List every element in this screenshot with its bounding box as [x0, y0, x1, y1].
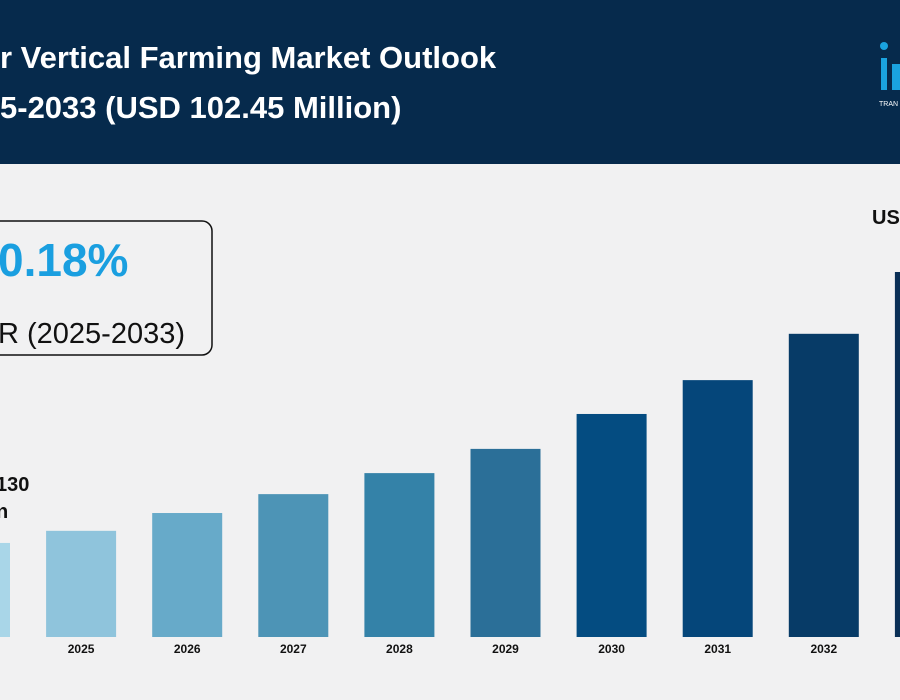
- cagr-value: 0.18%: [0, 234, 128, 286]
- x-tick-label: 2030: [598, 642, 625, 656]
- bar: [576, 413, 647, 637]
- logo-mark: [892, 64, 900, 90]
- bar: [46, 530, 117, 637]
- bar: [258, 494, 329, 637]
- logo-dot: [880, 42, 888, 50]
- bar: [470, 448, 541, 637]
- x-tick-label: 2028: [386, 642, 413, 656]
- logo-mark: [881, 58, 887, 90]
- x-tick-label: 2027: [280, 642, 307, 656]
- x-tick-label: 2032: [810, 642, 837, 656]
- bar: [682, 380, 753, 637]
- start-label: 130: [0, 474, 29, 496]
- x-tick-label: 2025: [68, 642, 95, 656]
- header: [0, 0, 900, 164]
- bar: [364, 473, 435, 637]
- bar: [152, 513, 223, 637]
- logo-text: TRAN: [879, 101, 898, 108]
- bar: [894, 272, 900, 637]
- end-label: US: [872, 207, 900, 229]
- bar: [0, 542, 10, 637]
- cagr-label: R (2025-2033): [0, 318, 185, 350]
- subtitle: 5-2033 (USD 102.45 Million): [0, 90, 401, 125]
- cagr-box: [0, 220, 213, 356]
- x-tick-label: 2029: [492, 642, 519, 656]
- title: r Vertical Farming Market Outlook: [0, 40, 497, 75]
- x-tick-label: 2031: [704, 642, 731, 656]
- x-tick-label: 2026: [174, 642, 201, 656]
- bar: [788, 333, 859, 637]
- start-label: n: [0, 501, 8, 523]
